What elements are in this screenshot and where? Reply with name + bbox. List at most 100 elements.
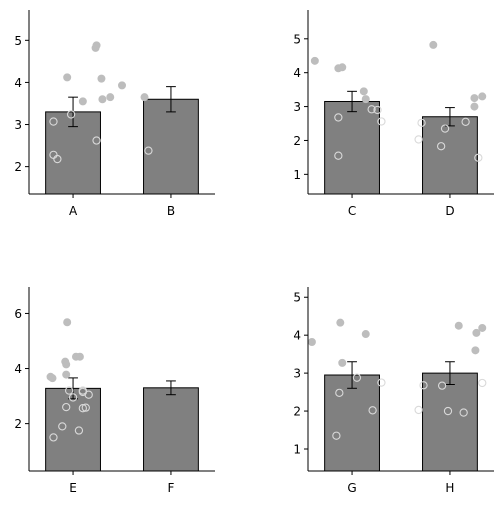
data-point-A: [78, 97, 87, 106]
error-bar-F: [166, 380, 176, 396]
data-point-D: [474, 153, 483, 162]
bar-G: [324, 374, 380, 472]
data-point-C: [377, 117, 386, 126]
data-point-A: [98, 95, 107, 104]
data-point-G: [307, 338, 316, 347]
y-tick-label: 4: [293, 329, 301, 343]
data-point-B: [63, 73, 72, 82]
data-point-F: [58, 422, 67, 431]
data-point-C: [334, 113, 343, 122]
data-point-A: [106, 93, 115, 102]
chart-panel-1: 2 3 4 5 A B: [14, 10, 215, 218]
y-tick-label: 5: [293, 32, 301, 46]
data-point-B: [66, 110, 76, 119]
bar-D: [422, 116, 478, 195]
y-tick-label: 2: [293, 405, 301, 419]
data-point-C: [310, 56, 319, 65]
y-tick-label: 6: [14, 307, 22, 321]
y-tick-label: 1: [293, 442, 301, 456]
y-tick-label: 3: [14, 118, 22, 132]
error-bar-C: [347, 90, 357, 113]
data-point-F: [75, 352, 84, 361]
data-point-D: [470, 102, 479, 111]
data-point-H: [472, 328, 481, 337]
x-tick-label: F: [167, 481, 174, 495]
data-point-F: [74, 426, 84, 435]
data-point-F: [48, 374, 57, 383]
data-point-E: [49, 433, 58, 442]
data-point-D: [417, 118, 426, 127]
data-point-E: [63, 318, 72, 327]
y-tick-label: 1: [293, 168, 301, 182]
data-point-G: [377, 378, 386, 387]
data-point-B: [118, 81, 127, 90]
bar-B: [143, 98, 199, 195]
data-point-B: [140, 93, 149, 102]
data-point-G: [335, 388, 344, 397]
data-point-H: [471, 346, 480, 355]
data-point-H: [443, 406, 453, 416]
data-point-D: [470, 94, 479, 103]
error-bar-D: [445, 107, 455, 127]
data-point-H: [459, 408, 468, 417]
bar-H: [422, 372, 478, 472]
data-point-E: [64, 386, 74, 395]
data-point-D: [429, 40, 438, 49]
y-tick-label: 2: [14, 417, 22, 431]
data-point-H: [454, 321, 463, 330]
data-point-D: [461, 117, 470, 126]
x-tick-label: H: [445, 481, 454, 495]
data-point-C: [361, 95, 370, 104]
data-point-B: [144, 146, 153, 155]
data-point-H: [419, 381, 428, 390]
y-tick-label: 2: [14, 160, 22, 174]
data-point-F: [78, 386, 87, 395]
x-tick-label: E: [69, 481, 77, 495]
data-point-G: [352, 373, 362, 382]
y-tick-label: 4: [14, 76, 22, 90]
error-bar-H: [445, 361, 455, 386]
data-point-B: [91, 43, 100, 52]
bar-C: [324, 100, 380, 195]
data-point-G: [361, 330, 370, 339]
x-tick-label: C: [348, 204, 356, 218]
data-point-E: [78, 404, 87, 413]
chart-panel-4: 1 2 3 4 5 G H: [293, 287, 494, 495]
data-point-D: [440, 124, 450, 133]
data-point-C: [334, 151, 343, 160]
data-point-D: [414, 135, 423, 144]
y-tick-label: 5: [14, 34, 22, 48]
chart-panel-3: 2 4 6 E F: [14, 287, 215, 495]
data-point-C: [338, 63, 347, 72]
data-point-F: [62, 360, 71, 369]
data-point-G: [332, 431, 341, 440]
error-bar-B: [166, 86, 176, 113]
x-tick-label: D: [445, 204, 454, 218]
y-tick-label: 3: [293, 100, 301, 114]
bar-F: [143, 387, 199, 472]
data-point-D: [436, 142, 446, 151]
data-point-A: [53, 154, 62, 164]
y-tick-label: 4: [14, 362, 22, 376]
chart-panel-2: 1 2 3 4 5 C D: [293, 10, 494, 218]
data-point-G: [368, 406, 377, 415]
data-point-B: [92, 136, 101, 145]
x-tick-label: G: [347, 481, 356, 495]
y-tick-label: 4: [293, 66, 301, 80]
data-point-H: [414, 405, 423, 415]
error-bar-A: [68, 96, 78, 128]
data-point-D: [478, 92, 487, 101]
data-point-B: [97, 74, 106, 83]
y-tick-label: 2: [293, 134, 301, 148]
error-bar-G: [347, 361, 357, 389]
data-point-H: [478, 323, 487, 332]
data-point-C: [359, 87, 368, 96]
y-tick-label: 5: [293, 291, 301, 305]
bar-E: [45, 387, 101, 472]
x-tick-label: A: [69, 204, 78, 218]
data-point-G: [338, 358, 347, 367]
data-point-E: [81, 403, 90, 412]
data-point-A: [49, 117, 58, 126]
data-point-E: [62, 402, 71, 412]
